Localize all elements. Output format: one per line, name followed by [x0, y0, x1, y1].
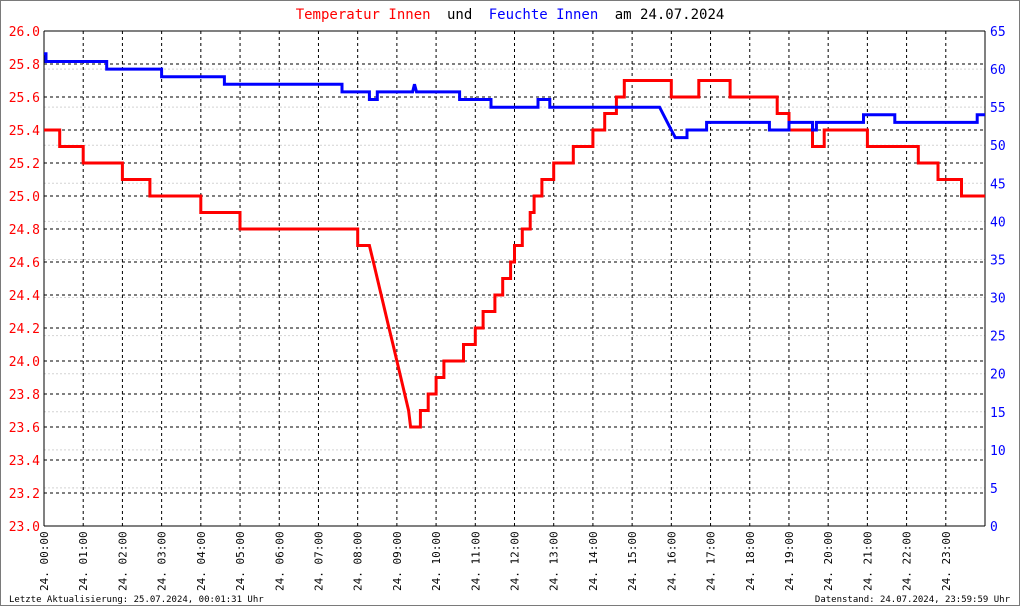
x-tick-label: 24. 23:00 — [940, 531, 953, 591]
y-right-tick-label: 30 — [990, 292, 1006, 307]
y-left-tick-label: 24.4 — [9, 289, 40, 304]
y-left-tick-label: 25.2 — [9, 157, 40, 172]
y-right-tick-label: 20 — [990, 368, 1006, 383]
y-left-tick-label: 24.6 — [9, 256, 40, 271]
y-left-tick-label: 24.2 — [9, 322, 40, 337]
series-line-feuchte — [44, 52, 985, 140]
x-tick-label: 24. 13:00 — [548, 531, 561, 591]
x-tick-label: 24. 14:00 — [587, 531, 600, 591]
y-left-tick-label: 25.0 — [9, 190, 40, 205]
x-tick-label: 24. 17:00 — [705, 531, 718, 591]
x-tick-labels: 24. 00:00 24. 01:00 24. 02:00 24. 03:00 24. … — [38, 531, 953, 591]
y-left-tick-label: 26.0 — [9, 25, 40, 40]
y-right-tick-label: 35 — [990, 253, 1006, 268]
x-tick-label: 24. 02:00 — [116, 531, 129, 591]
y-right-tick-label: 10 — [990, 444, 1006, 459]
x-tick-label: 24. 00:00 — [38, 531, 51, 591]
axes — [43, 30, 986, 527]
x-tick-label: 24. 07:00 — [312, 531, 325, 591]
y-right-tick-label: 65 — [990, 25, 1006, 40]
footer-right: Datenstand: 24.07.2024, 23:59:59 Uhr — [815, 595, 1011, 605]
y-right-tick-label: 25 — [990, 330, 1006, 345]
x-tick-label: 24. 10:00 — [430, 531, 443, 591]
x-tick-label: 24. 05:00 — [234, 531, 247, 591]
x-tick-label: 24. 06:00 — [273, 531, 286, 591]
y-right-tick-labels: 0 5 10 15 20 25 30 35 40 45 50 55 60 65 — [990, 25, 1006, 535]
title-series1: Temperatur Innen — [296, 7, 431, 23]
x-tick-label: 24. 03:00 — [156, 531, 169, 591]
y-left-tick-label: 23.2 — [9, 487, 40, 502]
y-right-tick-label: 55 — [990, 101, 1006, 116]
y-right-tick-label: 15 — [990, 406, 1006, 421]
y-left-tick-labels: 23.0 23.2 23.4 23.6 23.8 24.0 24.2 24.4 24.6 24.8… — [9, 25, 40, 535]
y-right-tick-label: 0 — [990, 520, 998, 535]
chart-title: Temperatur Innen und Feuchte Innen am 24… — [296, 7, 725, 23]
title-series2: Feuchte Innen — [489, 7, 599, 23]
x-tick-label: 24. 22:00 — [901, 531, 914, 591]
y-left-tick-label: 24.8 — [9, 223, 40, 238]
y-right-tick-label: 60 — [990, 63, 1006, 78]
x-tick-label: 24. 16:00 — [665, 531, 678, 591]
grid — [43, 30, 985, 527]
series-line-temperatur — [44, 79, 985, 429]
y-left-tick-label: 25.4 — [9, 124, 40, 139]
x-tick-label: 24. 12:00 — [509, 531, 522, 591]
x-tick-label: 24. 04:00 — [195, 531, 208, 591]
y-left-tick-label: 23.0 — [9, 520, 40, 535]
y-left-tick-label: 24.0 — [9, 355, 40, 370]
series-lines — [44, 52, 985, 429]
x-tick-label: 24. 18:00 — [744, 531, 757, 591]
x-tick-label: 24. 19:00 — [783, 531, 796, 591]
x-tick-label: 24. 09:00 — [391, 531, 404, 591]
footer-left: Letzte Aktualisierung: 25.07.2024, 00:01… — [9, 595, 264, 605]
y-right-tick-label: 5 — [990, 482, 998, 497]
y-left-tick-label: 25.8 — [9, 58, 40, 73]
x-tick-label: 24. 15:00 — [626, 531, 639, 591]
x-tick-label: 24. 11:00 — [469, 531, 482, 591]
y-left-tick-label: 23.8 — [9, 388, 40, 403]
y-left-tick-label: 23.4 — [9, 454, 40, 469]
y-right-tick-label: 40 — [990, 215, 1006, 230]
title-suffix: am 24.07.2024 — [615, 7, 725, 23]
y-right-tick-label: 45 — [990, 177, 1006, 192]
x-tick-label: 24. 21:00 — [861, 531, 874, 591]
x-tick-label: 24. 08:00 — [352, 531, 365, 591]
x-tick-label: 24. 20:00 — [822, 531, 835, 591]
y-right-tick-label: 50 — [990, 139, 1006, 154]
x-tick-label: 24. 01:00 — [77, 531, 90, 591]
y-left-tick-label: 25.6 — [9, 91, 40, 106]
title-connector: und — [447, 7, 472, 23]
y-left-tick-label: 23.6 — [9, 421, 40, 436]
